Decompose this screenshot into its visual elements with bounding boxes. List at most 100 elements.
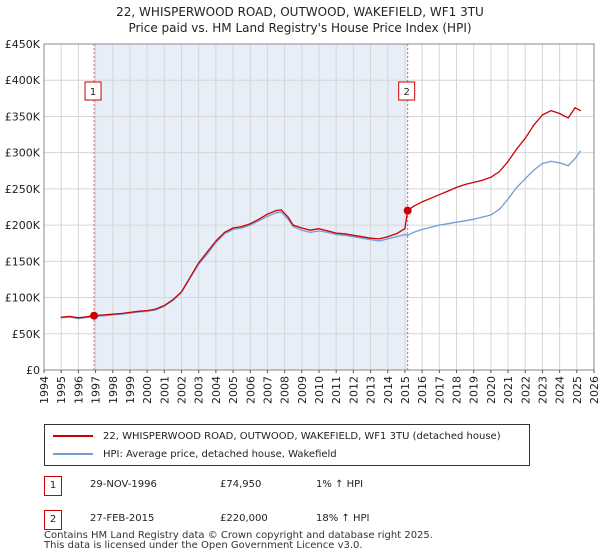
x-tick-label: 2014 [382, 376, 395, 404]
data-point-property [473, 181, 475, 183]
x-tick-label: 2019 [468, 376, 481, 404]
data-point-property [280, 209, 282, 211]
x-tick-label: 2025 [571, 376, 584, 404]
data-point-property [275, 210, 277, 212]
data-point-property [266, 213, 269, 215]
data-point-property [326, 230, 329, 232]
data-point-property [129, 311, 131, 314]
data-point-hpi [232, 228, 234, 231]
data-point-property [412, 205, 415, 207]
data-point-hpi [335, 233, 337, 236]
y-tick-label: £100K [5, 292, 41, 305]
data-point-property [438, 194, 440, 196]
y-tick-label: £0 [26, 364, 40, 377]
data-point-property [249, 223, 251, 225]
data-point-hpi [507, 198, 509, 200]
data-point-hpi [421, 228, 423, 231]
x-tick-label: 1999 [124, 376, 137, 404]
data-point-hpi [404, 233, 406, 236]
data-point-hpi [292, 225, 294, 228]
data-point-property [103, 314, 105, 316]
data-point-hpi [490, 214, 492, 216]
sales-table: 1 29-NOV-1996 £74,950 1% ↑ HPI 2 27-FEB-… [44, 474, 444, 542]
sale-number-badge: 1 [44, 476, 62, 496]
data-point-hpi [412, 231, 415, 233]
series-line-hpi [61, 150, 581, 320]
data-point-hpi [378, 240, 380, 242]
data-point-property [318, 228, 320, 230]
data-point-hpi [430, 226, 432, 228]
data-point-hpi [579, 150, 581, 152]
price-chart: £0 £50K £100K £150K £200K £250K £300K £350K £400… [5, 38, 600, 404]
y-tick-label: £400K [5, 74, 41, 87]
footer-line1: Contains HM Land Registry data © Crown c… [44, 530, 433, 541]
y-tick-label: £200K [5, 219, 41, 232]
data-point-property [69, 315, 71, 317]
data-point-property [533, 124, 535, 126]
data-point-hpi [266, 215, 269, 218]
data-point-hpi [309, 231, 312, 233]
legend-swatch-hpi [53, 453, 93, 455]
ownership-period-band [94, 44, 408, 370]
x-tick-label: 2009 [296, 376, 309, 404]
y-tick-label: £50K [12, 328, 41, 341]
legend-item-property: 22, WHISPERWOOD ROAD, OUTWOOD, WAKEFIELD… [53, 427, 501, 445]
x-tick-label: 2017 [433, 376, 446, 404]
data-point-hpi [455, 221, 458, 223]
x-tick-label: 2005 [227, 376, 240, 404]
data-point-property [163, 304, 165, 307]
sale-price: £74,950 [220, 479, 262, 490]
data-point-property [481, 179, 483, 181]
data-point-property [421, 201, 423, 203]
x-tick-label: 2011 [330, 376, 343, 404]
data-point-property [550, 110, 552, 112]
data-point-property [378, 238, 380, 240]
data-point-property [292, 224, 294, 226]
chart-title-line2: Price paid vs. HM Land Registry's House … [128, 21, 472, 35]
sale-point [403, 206, 412, 215]
data-point-property [137, 310, 140, 312]
legend-item-hpi: HPI: Average price, detached house, Wake… [53, 445, 337, 463]
y-tick-label: £150K [5, 255, 41, 268]
data-point-property [215, 240, 217, 242]
data-point-property [155, 308, 157, 310]
data-point-property [516, 148, 518, 150]
y-tick-label: £250K [5, 183, 41, 196]
data-point-property [490, 176, 492, 178]
data-point-property [77, 317, 79, 319]
sale-price: £220,000 [220, 513, 268, 524]
data-point-hpi [438, 224, 440, 226]
data-point-hpi [223, 233, 226, 235]
data-point-property [361, 236, 363, 238]
x-tick-label: 1994 [38, 376, 51, 404]
data-point-hpi [215, 241, 217, 244]
data-point-property [369, 237, 372, 239]
data-point-hpi [481, 216, 483, 218]
data-point-property [112, 313, 114, 315]
data-point-property [498, 170, 501, 173]
data-point-property [120, 312, 122, 315]
x-tick-label: 2006 [244, 376, 257, 404]
data-point-hpi [280, 211, 282, 213]
data-point-property [524, 137, 526, 139]
x-tick-label: 2002 [176, 376, 189, 404]
data-point-property [541, 114, 544, 116]
data-point-hpi [498, 208, 501, 210]
chart-legend: 22, WHISPERWOOD ROAD, OUTWOOD, WAKEFIELD… [44, 424, 530, 466]
data-point-hpi [369, 239, 372, 241]
data-point-property [86, 316, 88, 318]
data-point-property [287, 216, 289, 218]
data-point-hpi [275, 212, 277, 214]
data-point-hpi [318, 230, 320, 232]
data-point-property [232, 227, 234, 229]
x-tick-label: 2004 [210, 376, 223, 404]
x-tick-label: 2023 [536, 376, 549, 404]
data-point-property [574, 107, 576, 109]
data-point-property [579, 110, 581, 112]
x-tick-label: 2020 [485, 376, 498, 404]
data-point-hpi [395, 236, 397, 238]
x-tick-label: 1997 [90, 376, 103, 404]
data-point-hpi [574, 157, 576, 160]
sale-hpi-change: 18% ↑ HPI [316, 513, 370, 524]
y-tick-label: £350K [5, 110, 41, 123]
